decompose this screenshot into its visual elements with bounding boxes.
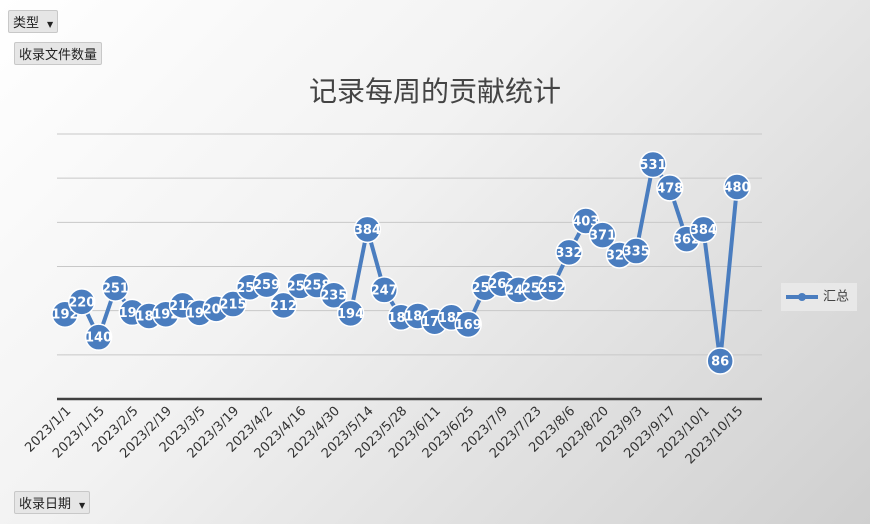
data-label: 194 — [337, 307, 364, 322]
marker — [622, 237, 650, 265]
data-label: 86 — [711, 355, 729, 370]
field-label: 收录文件数量 — [19, 48, 98, 63]
data-label: 332 — [555, 246, 582, 261]
data-label: 192 — [51, 308, 78, 323]
data-label: 384 — [690, 223, 717, 238]
marker — [336, 299, 365, 328]
chart-title: 记录每周的贡献统计 — [309, 75, 561, 108]
marker — [555, 238, 583, 267]
marker — [588, 221, 617, 249]
filter-label: 类型 — [13, 16, 40, 31]
data-label: 478 — [656, 181, 683, 196]
data-label: 235 — [320, 289, 347, 304]
marker — [320, 281, 348, 309]
data-label: 259 — [253, 278, 280, 293]
data-label: 252 — [539, 281, 566, 296]
field-label: 收录日期 — [19, 497, 72, 512]
value-field[interactable]: 收录文件数量 — [14, 42, 103, 65]
legend-marker — [798, 293, 806, 301]
marker — [723, 173, 751, 201]
marker — [269, 291, 298, 320]
type-filter[interactable]: 类型 ▼ — [8, 10, 59, 33]
data-label: 531 — [639, 158, 666, 173]
marker — [370, 276, 398, 304]
marker — [353, 215, 382, 244]
data-label: 215 — [219, 298, 246, 313]
marker — [252, 270, 281, 299]
marker — [454, 310, 482, 339]
data-label: 169 — [455, 318, 482, 333]
data-label: 140 — [85, 331, 112, 346]
data-label: 335 — [623, 245, 650, 260]
marker — [84, 323, 113, 351]
marker — [101, 274, 130, 302]
data-label: 384 — [354, 223, 381, 238]
marker — [706, 347, 734, 375]
marker — [639, 150, 667, 179]
data-label: 480 — [723, 181, 750, 196]
marker — [656, 174, 684, 202]
data-label: 220 — [68, 295, 95, 310]
marker — [538, 273, 566, 302]
date-field[interactable]: 收录日期 ▼ — [14, 491, 91, 514]
marker — [689, 215, 718, 244]
data-label: 251 — [102, 282, 129, 297]
legend-label: 汇总 — [823, 290, 849, 305]
data-label: 247 — [371, 283, 398, 298]
marker — [68, 288, 96, 316]
marker — [219, 290, 247, 318]
data-label: 371 — [589, 229, 616, 244]
data-label: 212 — [270, 299, 297, 314]
